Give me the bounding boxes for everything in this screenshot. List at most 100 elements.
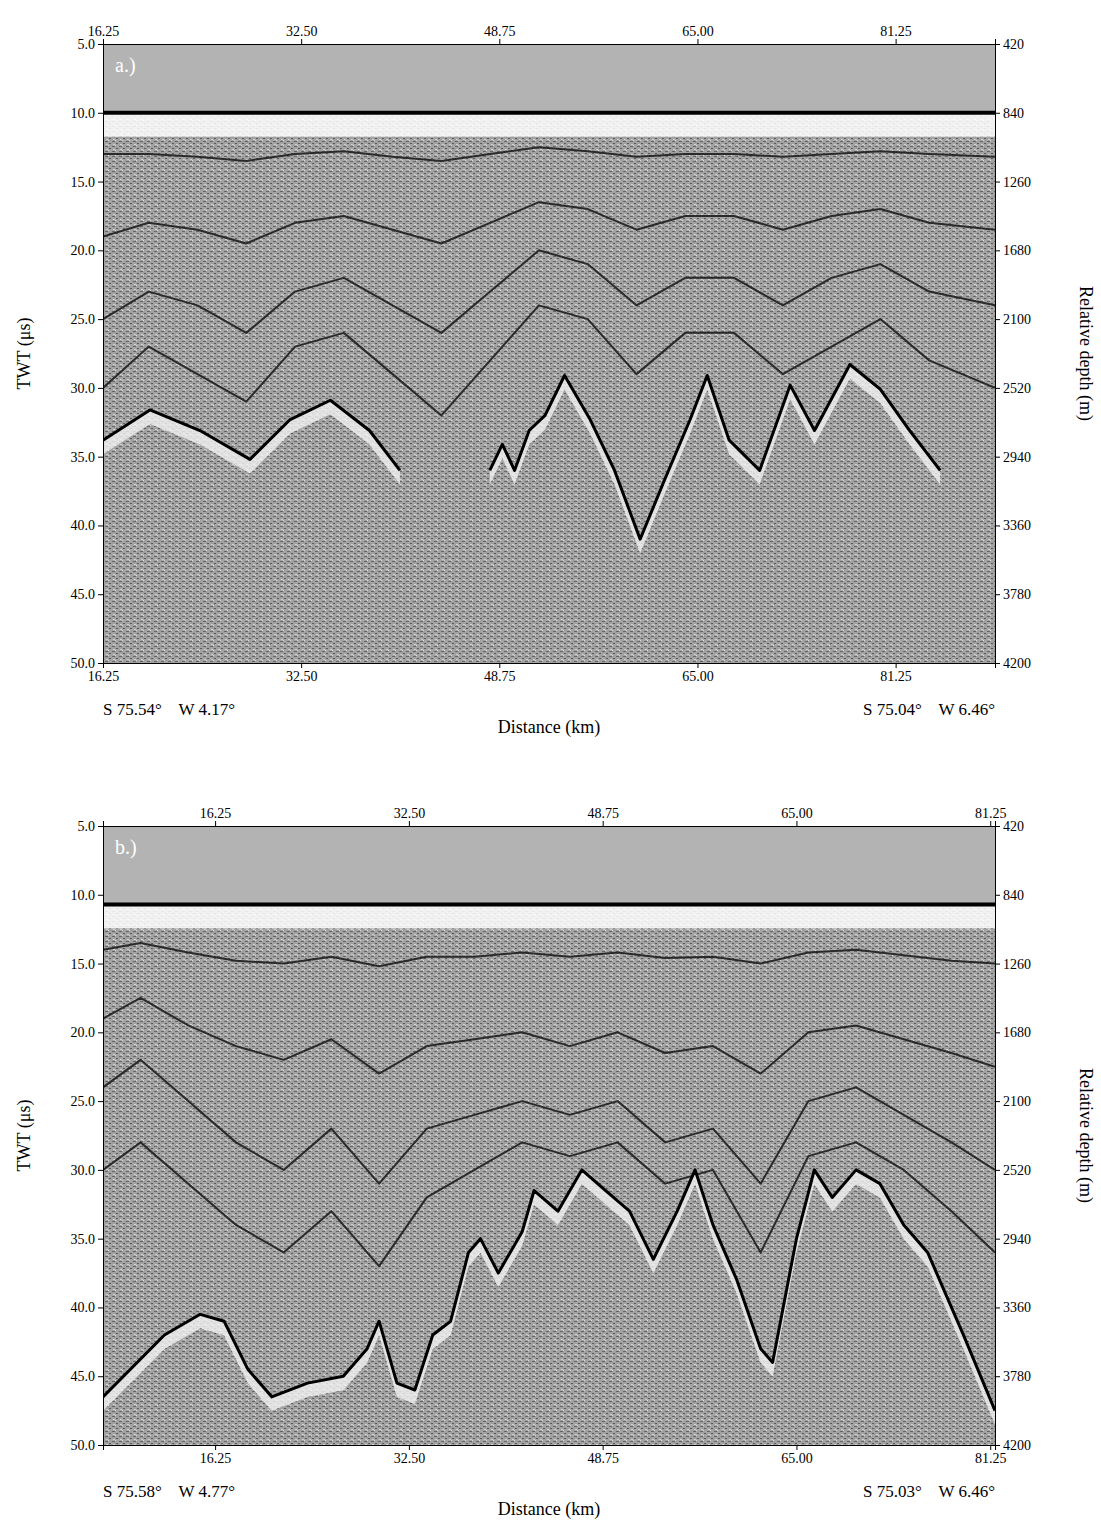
tick-mark: [409, 821, 410, 826]
tick-label: 25.0: [71, 312, 96, 327]
tick: 65.00: [781, 1445, 813, 1466]
start-coordinates: S 75.58° W 4.77°: [103, 1482, 235, 1501]
tick-label: 16.25: [200, 1451, 232, 1466]
tick-label: 15.0: [71, 957, 96, 972]
x-axis-title: Distance (km): [498, 717, 600, 738]
tick: 2100: [995, 312, 1031, 327]
tick-label: 1680: [1003, 243, 1031, 258]
tick-label: 20.0: [71, 243, 96, 258]
tick-label: 50.0: [71, 1438, 96, 1453]
tick-label: 40.0: [71, 1300, 96, 1315]
internal-layer: [103, 998, 995, 1074]
tick-mark: [98, 594, 103, 595]
tick-label: 65.00: [682, 669, 714, 684]
tick: 15.0: [71, 957, 104, 972]
tick: 4200: [995, 656, 1031, 671]
tick-mark: [98, 1101, 103, 1102]
tick-mark: [995, 44, 1000, 45]
tick-mark: [995, 594, 1000, 595]
tick-mark: [98, 113, 103, 114]
tick: 2520: [995, 1163, 1031, 1178]
end-coordinates: S 75.04° W 6.46°: [863, 700, 995, 719]
tick-mark: [995, 388, 1000, 389]
tick-label: 48.75: [587, 1451, 619, 1466]
tick-mark: [98, 663, 103, 664]
tick-mark: [98, 1376, 103, 1377]
tick-label: 35.0: [71, 1232, 96, 1247]
tick: 40.0: [71, 1300, 104, 1315]
tick-label: 50.0: [71, 656, 96, 671]
tick-mark: [697, 39, 698, 44]
tick: 48.75: [484, 663, 516, 684]
tick: 5.0: [78, 37, 104, 52]
tick-label: 32.50: [286, 24, 318, 39]
tick: 65.00: [682, 24, 714, 44]
tick-label: 45.0: [71, 1369, 96, 1384]
tick-mark: [995, 1376, 1000, 1377]
tick-mark: [603, 1445, 604, 1450]
axis-line: [104, 39, 996, 45]
internal-layer: [103, 250, 995, 333]
axis-line: [98, 45, 104, 664]
tick-mark: [98, 44, 103, 45]
tick: 16.25: [200, 806, 232, 826]
bed-glow: [103, 365, 940, 554]
tick-label: 81.25: [975, 806, 1007, 821]
tick-mark: [98, 1170, 103, 1171]
tick-mark: [215, 1445, 216, 1450]
tick-mark: [796, 821, 797, 826]
axis-line: [104, 1446, 996, 1451]
tick-label: 35.0: [71, 450, 96, 465]
surface-reflector: [103, 111, 995, 115]
tick: 4200: [995, 1438, 1031, 1453]
tick-mark: [98, 319, 103, 320]
tick: 81.25: [880, 663, 912, 684]
x-axis-top: 16.2532.5048.7565.0081.25: [104, 806, 1007, 827]
tick: 65.00: [781, 806, 813, 826]
y2-axis: 42084012601680210025202940336037804200: [995, 37, 1031, 671]
tick-mark: [103, 39, 104, 44]
plot-area: [103, 826, 995, 1445]
tick: 1260: [995, 957, 1031, 972]
tick-label: 48.75: [484, 669, 516, 684]
tick-mark: [301, 663, 302, 668]
tick-label: 30.0: [71, 1163, 96, 1178]
tick: 10.0: [71, 106, 104, 121]
y-axis: 5.010.015.020.025.030.035.040.045.050.0: [71, 819, 104, 1453]
tick-label: 16.25: [200, 806, 232, 821]
panel-label: a.): [115, 54, 136, 77]
tick-label: 420: [1003, 819, 1024, 834]
internal-layer: [103, 202, 995, 243]
tick: 20.0: [71, 1025, 104, 1040]
panel: 16.2532.5048.7565.0081.2516.2532.5048.75…: [14, 24, 1096, 738]
y-axis-title: TWT (μs): [14, 318, 35, 390]
tick-mark: [995, 663, 1000, 664]
bed-glow: [103, 1170, 995, 1425]
tick-mark: [796, 1445, 797, 1450]
end-coordinates: S 75.03° W 6.46°: [863, 1482, 995, 1501]
tick-label: 81.25: [880, 24, 912, 39]
tick-mark: [215, 821, 216, 826]
tick-label: 1260: [1003, 175, 1031, 190]
axis-line: [996, 827, 1001, 1446]
tick-label: 48.75: [484, 24, 516, 39]
tick-mark: [98, 388, 103, 389]
tick-label: 65.00: [682, 24, 714, 39]
tick: 2100: [995, 1094, 1031, 1109]
tick-mark: [697, 663, 698, 668]
tick: 81.25: [975, 1445, 1007, 1466]
tick-mark: [995, 826, 1000, 827]
tick-mark: [995, 319, 1000, 320]
tick-label: 2520: [1003, 1163, 1031, 1178]
tick-mark: [98, 182, 103, 183]
tick-mark: [98, 1032, 103, 1033]
axis-line: [98, 827, 104, 1446]
tick-label: 5.0: [78, 37, 96, 52]
tick: 32.50: [286, 24, 318, 44]
tick: 35.0: [71, 450, 104, 465]
tick: 20.0: [71, 243, 104, 258]
tick-label: 25.0: [71, 1094, 96, 1109]
tick-mark: [301, 39, 302, 44]
tick-mark: [499, 39, 500, 44]
tick-mark: [499, 663, 500, 668]
